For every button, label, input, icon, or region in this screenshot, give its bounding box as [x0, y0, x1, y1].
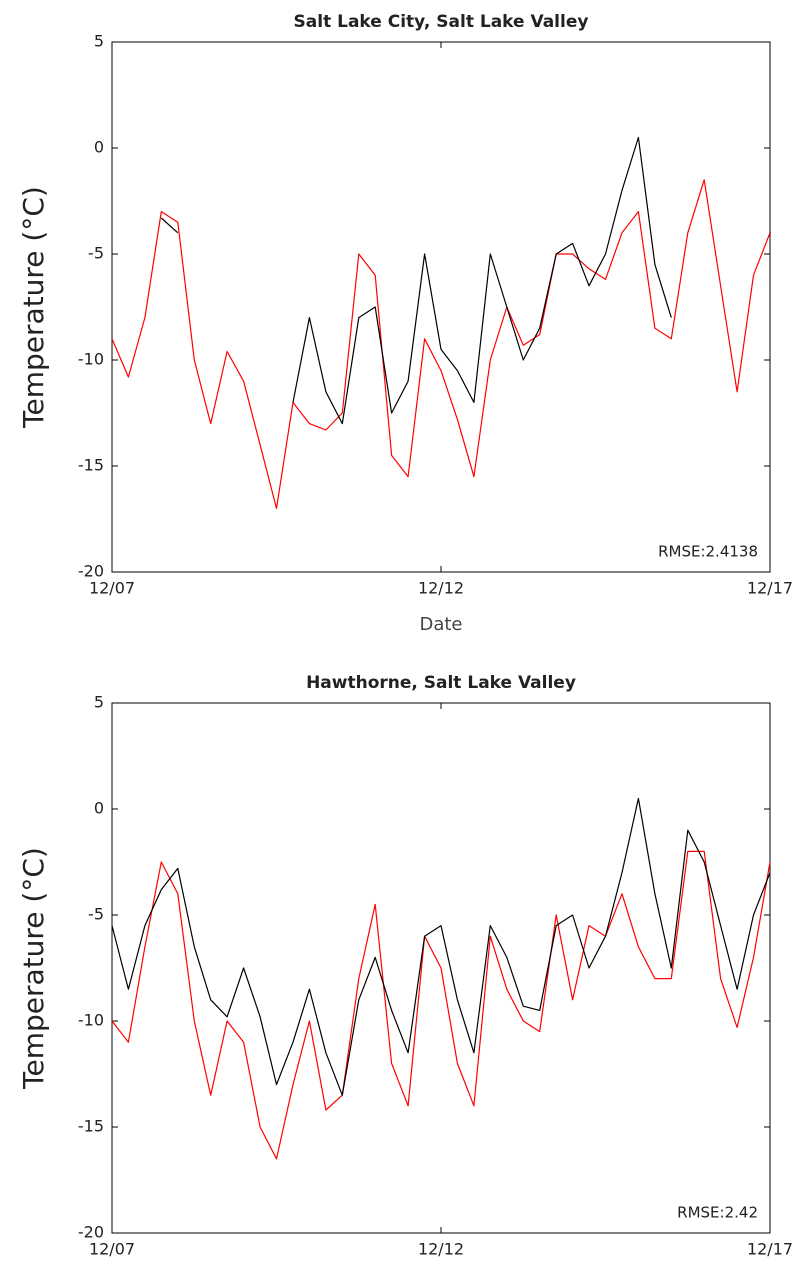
annotation: RMSE:2.4138	[658, 543, 758, 561]
y-tick-label: 0	[94, 138, 104, 157]
series-line	[160, 136, 771, 425]
series-line	[111, 797, 771, 1096]
x-tick-label: 12/07	[89, 1240, 135, 1259]
plot-area	[111, 41, 771, 573]
y-tick-label: 0	[94, 799, 104, 818]
y-tick-label: 5	[94, 32, 104, 51]
y-tick-label: -10	[78, 1011, 104, 1030]
y-tick-label: -5	[88, 905, 104, 924]
annotation: RMSE:2.42	[677, 1204, 758, 1222]
subplot: Salt Lake City, Salt Lake Valley -20 -15 -1…	[17, 12, 793, 635]
x-tick-label: 12/12	[418, 1240, 464, 1259]
y-tick-label: -20	[78, 1223, 104, 1242]
y-tick-label: -5	[88, 244, 104, 263]
x-tick-label: 12/07	[89, 579, 135, 598]
y-tick-label: 5	[94, 693, 104, 712]
y-tick-label: -15	[78, 456, 104, 475]
x-tick-label: 12/17	[747, 579, 793, 598]
y-tick-label: -20	[78, 562, 104, 581]
y-tick-label: -10	[78, 350, 104, 369]
x-tick-label: 12/12	[418, 579, 464, 598]
y-axis-label: Temperature (°C)	[17, 847, 50, 1090]
chart-title: Salt Lake City, Salt Lake Valley	[294, 12, 589, 32]
chart-title: Hawthorne, Salt Lake Valley	[306, 673, 576, 693]
y-axis-label: Temperature (°C)	[17, 186, 50, 429]
y-tick-label: -15	[78, 1117, 104, 1136]
subplot: Hawthorne, Salt Lake Valley -20 -15 -10 -5 0 5…	[17, 673, 793, 1259]
x-axis-label: Date	[419, 614, 462, 635]
series-line	[111, 850, 771, 1160]
series-line	[111, 179, 771, 509]
x-tick-label: 12/17	[747, 1240, 793, 1259]
